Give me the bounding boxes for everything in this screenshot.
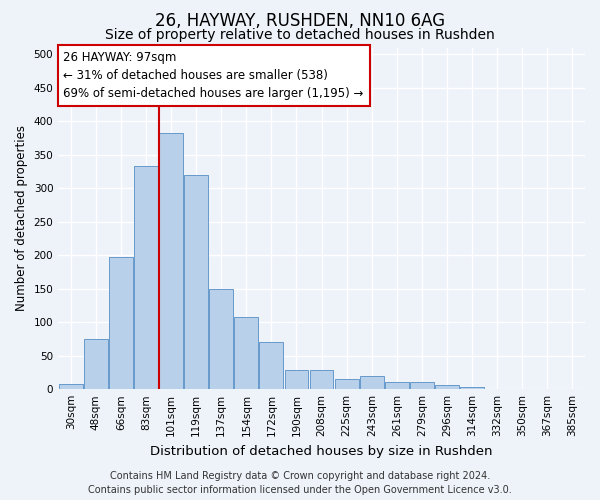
Y-axis label: Number of detached properties: Number of detached properties bbox=[15, 126, 28, 312]
Text: Contains HM Land Registry data © Crown copyright and database right 2024.
Contai: Contains HM Land Registry data © Crown c… bbox=[88, 471, 512, 495]
Bar bbox=[360, 376, 383, 389]
Bar bbox=[159, 132, 183, 389]
Bar bbox=[284, 370, 308, 389]
Bar bbox=[460, 387, 484, 389]
Bar bbox=[109, 257, 133, 389]
Text: 26 HAYWAY: 97sqm
← 31% of detached houses are smaller (538)
69% of semi-detached: 26 HAYWAY: 97sqm ← 31% of detached house… bbox=[64, 51, 364, 100]
Bar bbox=[235, 317, 258, 389]
Bar bbox=[184, 175, 208, 389]
Bar bbox=[134, 166, 158, 389]
Bar bbox=[410, 382, 434, 389]
Text: Size of property relative to detached houses in Rushden: Size of property relative to detached ho… bbox=[105, 28, 495, 42]
Bar bbox=[385, 382, 409, 389]
X-axis label: Distribution of detached houses by size in Rushden: Distribution of detached houses by size … bbox=[151, 444, 493, 458]
Bar bbox=[59, 384, 83, 389]
Bar bbox=[84, 339, 108, 389]
Bar bbox=[335, 379, 359, 389]
Text: 26, HAYWAY, RUSHDEN, NN10 6AG: 26, HAYWAY, RUSHDEN, NN10 6AG bbox=[155, 12, 445, 30]
Bar bbox=[259, 342, 283, 389]
Bar bbox=[435, 385, 459, 389]
Bar bbox=[209, 288, 233, 389]
Bar bbox=[310, 370, 334, 389]
Bar bbox=[535, 388, 559, 389]
